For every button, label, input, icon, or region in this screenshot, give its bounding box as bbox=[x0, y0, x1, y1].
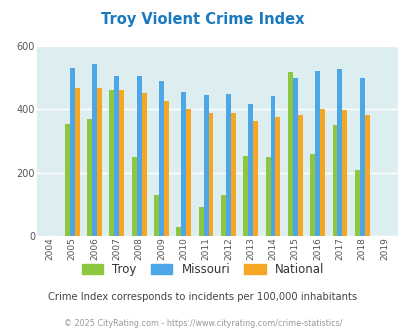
Bar bbox=[97, 88, 102, 236]
Bar bbox=[114, 76, 119, 236]
Bar bbox=[154, 195, 159, 236]
Bar bbox=[220, 195, 225, 236]
Bar bbox=[203, 95, 208, 236]
Bar bbox=[159, 81, 164, 236]
Bar bbox=[364, 115, 369, 236]
Bar bbox=[225, 94, 230, 236]
Bar bbox=[132, 157, 136, 236]
Bar bbox=[208, 113, 213, 236]
Bar bbox=[243, 156, 247, 236]
Legend: Troy, Missouri, National: Troy, Missouri, National bbox=[77, 258, 328, 281]
Text: © 2025 CityRating.com - https://www.cityrating.com/crime-statistics/: © 2025 CityRating.com - https://www.city… bbox=[64, 319, 341, 328]
Bar bbox=[119, 90, 124, 236]
Bar bbox=[75, 88, 79, 236]
Bar bbox=[141, 93, 146, 236]
Text: Troy Violent Crime Index: Troy Violent Crime Index bbox=[101, 12, 304, 26]
Bar bbox=[359, 78, 364, 236]
Bar bbox=[181, 92, 186, 236]
Bar bbox=[247, 104, 252, 236]
Bar bbox=[70, 68, 75, 236]
Bar bbox=[198, 208, 203, 236]
Bar bbox=[265, 157, 270, 236]
Bar bbox=[297, 115, 302, 236]
Bar bbox=[176, 227, 181, 236]
Text: Crime Index corresponds to incidents per 100,000 inhabitants: Crime Index corresponds to incidents per… bbox=[48, 292, 357, 302]
Bar bbox=[65, 124, 70, 236]
Bar bbox=[230, 113, 235, 236]
Bar bbox=[252, 120, 258, 236]
Bar bbox=[164, 101, 168, 236]
Bar bbox=[287, 72, 292, 236]
Bar bbox=[292, 78, 297, 236]
Bar bbox=[314, 71, 319, 236]
Bar bbox=[337, 69, 341, 236]
Bar bbox=[341, 111, 346, 236]
Bar bbox=[270, 96, 275, 236]
Bar bbox=[92, 64, 97, 236]
Bar bbox=[186, 109, 191, 236]
Bar bbox=[136, 76, 141, 236]
Bar bbox=[87, 119, 92, 236]
Bar bbox=[354, 170, 359, 236]
Bar bbox=[332, 125, 337, 236]
Bar bbox=[275, 117, 279, 236]
Bar bbox=[309, 154, 314, 236]
Bar bbox=[109, 90, 114, 236]
Bar bbox=[319, 110, 324, 236]
